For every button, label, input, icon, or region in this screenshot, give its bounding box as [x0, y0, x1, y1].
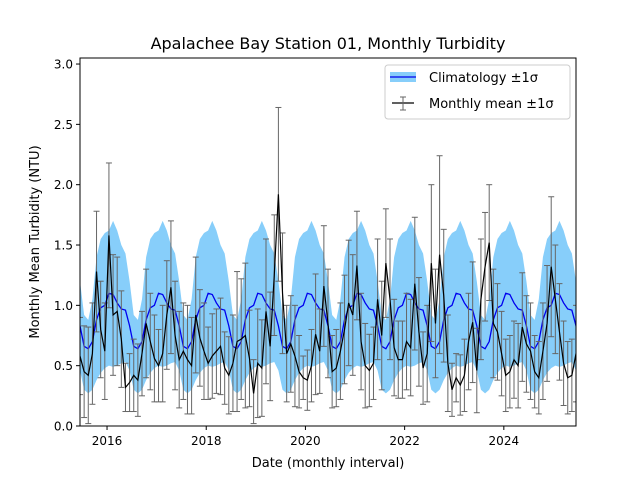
x-tick-label: 2024	[489, 434, 520, 448]
y-tick-label: 0.0	[54, 420, 73, 434]
plot-frame	[79, 57, 577, 427]
y-tick-label: 2.5	[54, 118, 73, 132]
y-tick-label: 1.0	[54, 299, 73, 313]
legend-box	[384, 64, 571, 120]
y-tick-label: 3.0	[54, 58, 73, 72]
x-tick-label: 2022	[389, 434, 420, 448]
y-axis: 0.0 0.5 1.0 1.5 2.0 2.5 3.0	[54, 58, 80, 434]
y-tick-label: 1.5	[54, 239, 73, 253]
x-tick-label: 2018	[191, 434, 222, 448]
legend-climatology-label: Climatology ±1σ	[429, 71, 538, 86]
x-tick-label: 2016	[92, 434, 123, 448]
x-axis-label: Date (monthly interval)	[252, 456, 405, 471]
error-bar	[80, 316, 83, 396]
x-tick-label: 2020	[290, 434, 321, 448]
y-axis-label: Monthly Mean Turbidity (NTU)	[28, 145, 43, 338]
y-tick-label: 2.0	[54, 178, 73, 192]
plot-area	[80, 106, 576, 425]
legend: Climatology ±1σ Monthly mean ±1σ	[384, 64, 571, 120]
legend-monthly-label: Monthly mean ±1σ	[429, 97, 554, 112]
error-bar	[573, 304, 576, 403]
y-tick-label: 0.5	[54, 359, 73, 373]
monthly-mean-line	[80, 194, 576, 394]
climatology-mean-line	[80, 292, 576, 350]
x-axis: 2016 2018 2020 2022 2024	[92, 426, 519, 448]
chart-title: Apalachee Bay Station 01, Monthly Turbid…	[151, 34, 506, 53]
